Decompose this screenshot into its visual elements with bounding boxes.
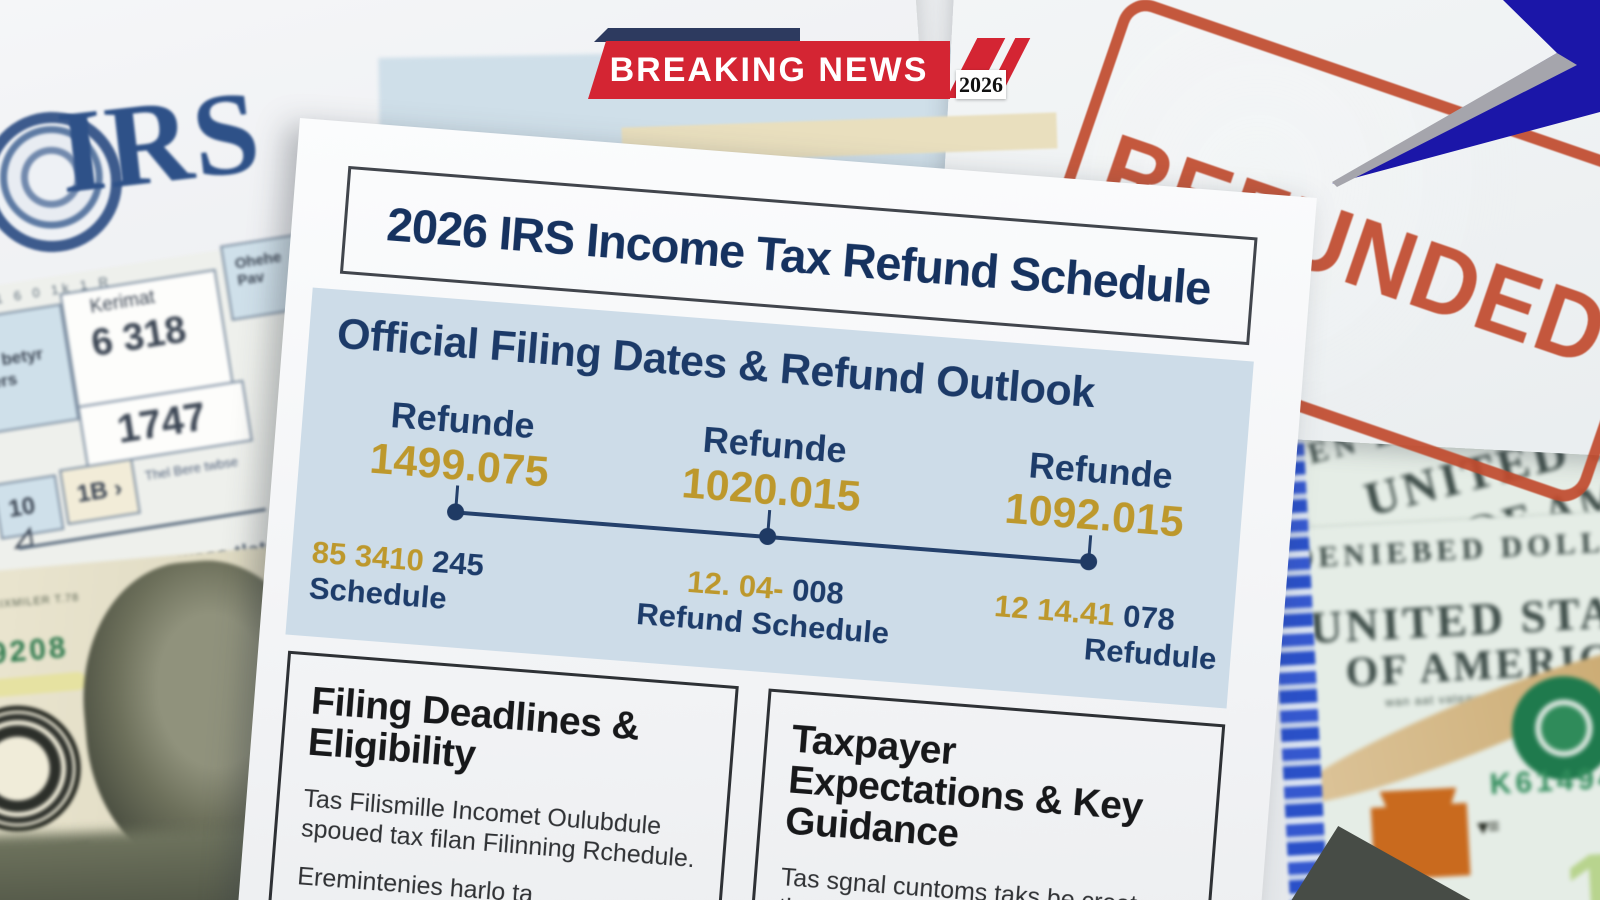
year-badge: 2026 [956,70,1006,99]
breaking-news-banner: BREAKING NEWS [588,41,950,99]
breaking-news-label: BREAKING NEWS [609,50,929,89]
year-badge-label: 2026 [959,71,1003,97]
banner-top-bar [594,28,800,42]
